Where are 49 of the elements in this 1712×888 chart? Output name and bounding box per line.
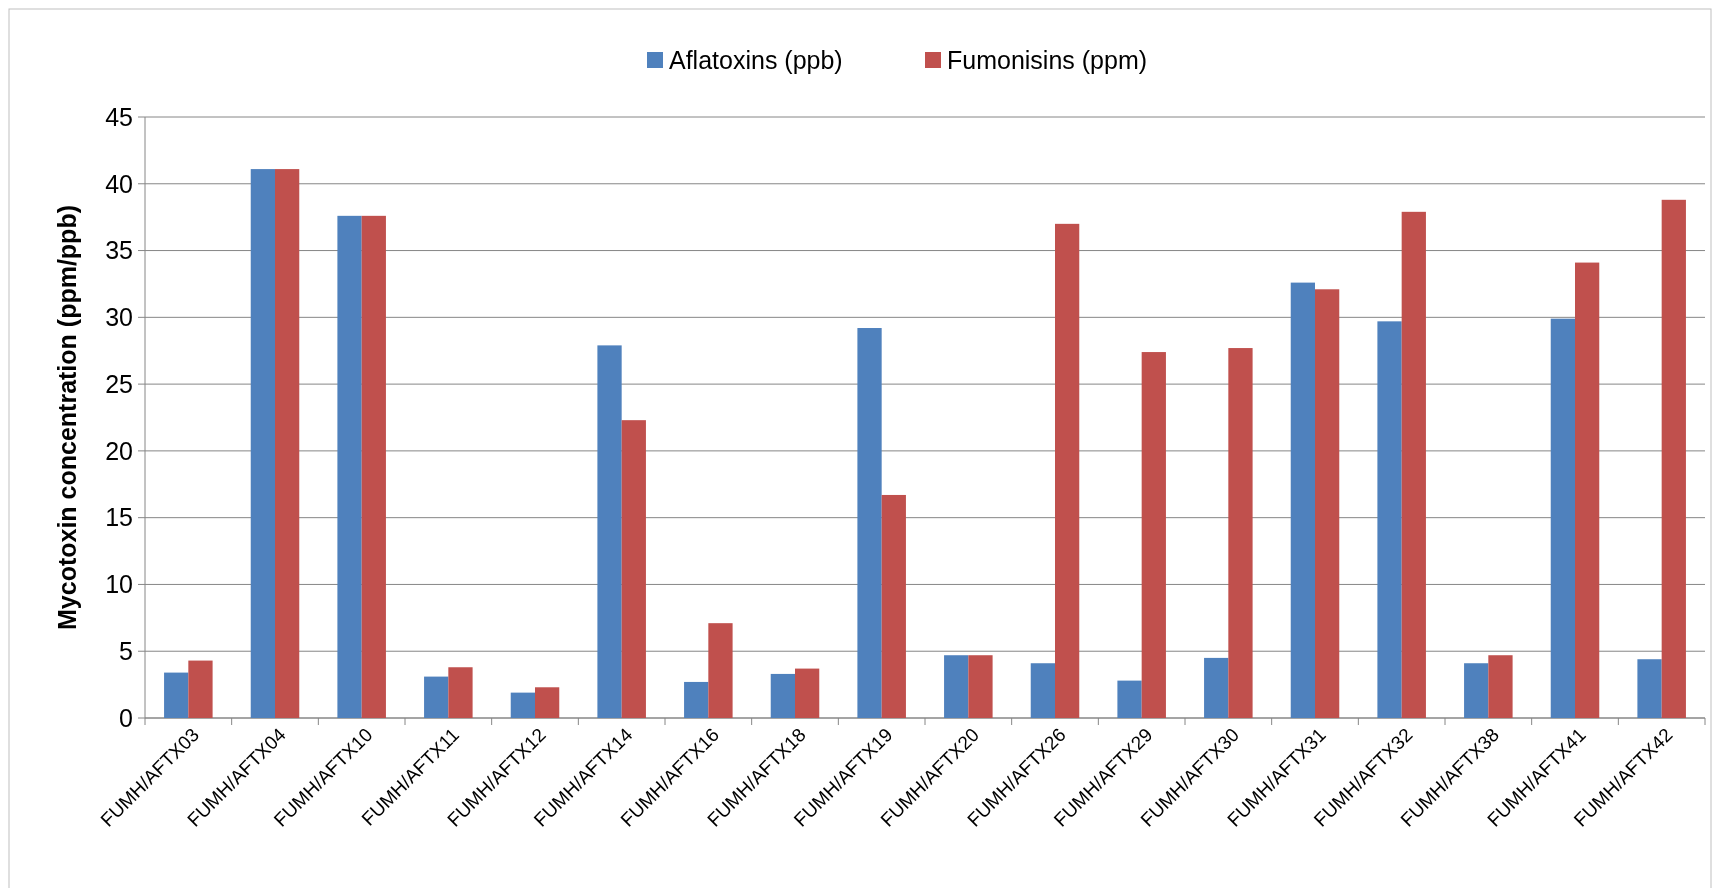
- y-tick-label: 25: [105, 369, 133, 398]
- bar: [1315, 289, 1340, 718]
- bar: [1575, 262, 1600, 718]
- bar: [188, 660, 213, 718]
- bar: [968, 655, 993, 718]
- bar: [535, 687, 560, 718]
- bar: [1141, 352, 1166, 718]
- bar: [448, 667, 473, 718]
- bar: [164, 672, 189, 718]
- bar: [1637, 659, 1662, 718]
- bar: [1401, 211, 1426, 718]
- y-tick-label: 0: [119, 703, 133, 732]
- bar: [1488, 655, 1513, 718]
- bar: [1117, 680, 1142, 718]
- legend-label: Aflatoxins (ppb): [669, 45, 843, 74]
- bar: [597, 345, 622, 718]
- bar: [361, 215, 386, 718]
- bar: [770, 673, 795, 718]
- bar: [250, 169, 275, 718]
- y-tick-label: 5: [119, 636, 133, 665]
- bar: [621, 420, 646, 718]
- bar: [424, 676, 449, 718]
- bar: [510, 692, 535, 718]
- bar: [684, 681, 709, 718]
- bar: [1204, 657, 1229, 718]
- y-tick-label: 10: [105, 570, 133, 599]
- bar: [1055, 223, 1080, 718]
- bar: [1030, 663, 1055, 718]
- y-tick-label: 20: [105, 436, 133, 465]
- y-tick-label: 15: [105, 503, 133, 532]
- y-tick-label: 40: [105, 169, 133, 198]
- bar: [1377, 321, 1402, 718]
- y-axis-title: Mycotoxin concentration (ppm/ppb): [53, 205, 81, 630]
- bar: [1550, 318, 1575, 718]
- bar: [944, 655, 969, 718]
- y-tick-label: 35: [105, 236, 133, 265]
- bar: [795, 668, 820, 718]
- y-tick-label: 45: [105, 102, 133, 131]
- legend-label: Fumonisins (ppm): [947, 45, 1148, 74]
- bar: [857, 328, 882, 718]
- bar: [337, 215, 362, 718]
- bar: [708, 623, 733, 718]
- y-tick-label: 30: [105, 303, 133, 332]
- bar: [1290, 282, 1315, 718]
- bar: [1464, 663, 1489, 718]
- bar: [1228, 348, 1253, 718]
- bar: [275, 169, 300, 718]
- bar: [881, 494, 906, 718]
- bar: [1661, 199, 1686, 718]
